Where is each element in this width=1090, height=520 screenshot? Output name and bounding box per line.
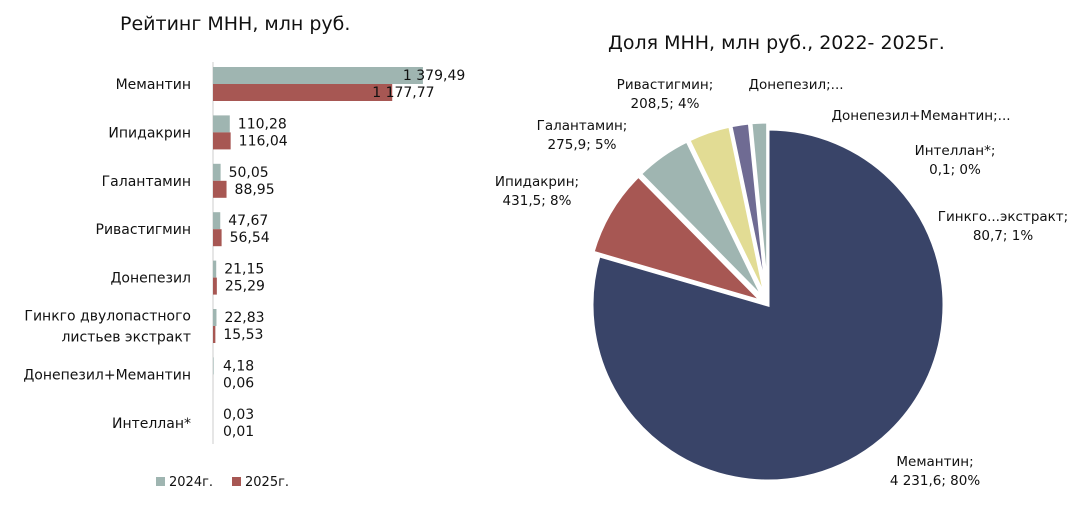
bar-галантамин-2025г (213, 180, 227, 198)
pie-label-гинкго-экстракт: 80,7; 1% (973, 228, 1033, 244)
pie-label-ривастигмин: Ривастигмин; (617, 77, 714, 93)
bar-ипидакрин-2025г (213, 132, 231, 150)
bar-value-label: 1 177,77 (372, 85, 434, 101)
bar-value-label: 0,03 (223, 407, 254, 423)
bar-донепезил-2025г (213, 277, 217, 295)
pie-label-донепезил: Донепезил;... (748, 77, 843, 93)
bar-value-label: 0,06 (223, 375, 254, 391)
pie-label-интеллан: 0,1; 0% (929, 162, 981, 178)
bar-chart-title: Рейтинг МНН, млн руб. (120, 13, 350, 35)
bar-гинкго-двулопастного-листьев-экстракт-2025г (213, 326, 216, 343)
bar-category-label-ипидакрин: Ипидакрин (108, 125, 191, 141)
pie-slice-мемантин (590, 127, 946, 483)
bar-value-label: 15,53 (223, 327, 263, 343)
legend-label-2025г: 2025г. (245, 475, 289, 490)
bar-ривастигмин-2025г (213, 229, 222, 247)
pie-label-интеллан: Интеллан*; (915, 143, 996, 159)
pie-slice-галантамин (638, 138, 766, 301)
bar-value-label: 116,04 (239, 133, 288, 149)
bar-value-label: 25,29 (225, 279, 265, 295)
pie-label-мемантин: Мемантин; (896, 454, 973, 470)
pie-label-галантамин: Галантамин; (537, 118, 628, 134)
bar-category-label-гинкго-двулопастного-листьев-экстракт: Гинкго двулопастного (24, 309, 191, 325)
bar-value-label: 110,28 (238, 116, 287, 132)
bar-chart-legend: 2024г. 2025г. (156, 475, 289, 490)
bar-category-label-донепезил-мемантин: Донепезил+Мемантин (23, 367, 191, 383)
bar-value-label: 56,54 (230, 230, 270, 246)
bar-донепезил-2024г (213, 260, 217, 278)
bar-value-label: 4,18 (223, 358, 254, 374)
pie-chart-title: Доля МНН, млн руб., 2022- 2025г. (608, 32, 945, 54)
legend-swatch-2025г (232, 477, 241, 486)
bar-category-label-донепезил: Донепезил (110, 271, 191, 287)
bar-ипидакрин-2024г (213, 115, 230, 133)
bar-category-label-гинкго-двулопастного-листьев-экстракт: листьев экстракт (61, 330, 191, 346)
pie-label-гинкго-экстракт: Гинкго...экстракт; (938, 209, 1068, 225)
bar-category-label-галантамин: Галантамин (102, 174, 191, 190)
pie-label-ипидакрин: 431,5; 8% (503, 193, 572, 209)
pie-slice-ипидакрин (591, 173, 768, 305)
bar-category-label-интеллан: Интеллан* (112, 416, 191, 432)
bar-донепезил-мемантин-2024г (213, 357, 214, 375)
legend-swatch-2024г (156, 477, 165, 486)
bar-мемантин-2025г (213, 84, 393, 101)
pie-label-ривастигмин: 208,5; 4% (631, 96, 700, 112)
pie-chart: Мемантин; 4 231,6; 80% Ипидакрин; 431,5; 8%… (495, 77, 1068, 489)
bar-value-label: 47,67 (228, 213, 268, 229)
bar-мемантин-2024г (213, 67, 423, 84)
pie-slice-гинкго-экстракт (749, 120, 770, 299)
pie-label-галантамин: 275,9; 5% (548, 137, 617, 153)
bar-value-label: 21,15 (224, 262, 264, 278)
legend-label-2024г: 2024г. (169, 475, 213, 490)
bar-value-label: 0,01 (223, 424, 254, 440)
bar-value-label: 50,05 (229, 165, 269, 181)
pie-label-ипидакрин: Ипидакрин; (495, 174, 579, 190)
bar-value-label: 22,83 (224, 310, 264, 326)
pie-label-донепезил-мемантин: Донепезил+Мемантин;... (831, 108, 1010, 124)
bar-value-label: 88,95 (235, 182, 275, 198)
bar-гинкго-двулопастного-листьев-экстракт-2024г (213, 309, 217, 326)
bar-value-label: 1 379,49 (403, 68, 465, 84)
bar-галантамин-2024г (213, 163, 221, 181)
pie-label-мемантин: 4 231,6; 80% (890, 473, 981, 489)
bar-category-label-мемантин: Мемантин (116, 77, 191, 93)
bar-ривастигмин-2024г (213, 212, 221, 230)
bar-category-label-ривастигмин: Ривастигмин (96, 222, 192, 238)
